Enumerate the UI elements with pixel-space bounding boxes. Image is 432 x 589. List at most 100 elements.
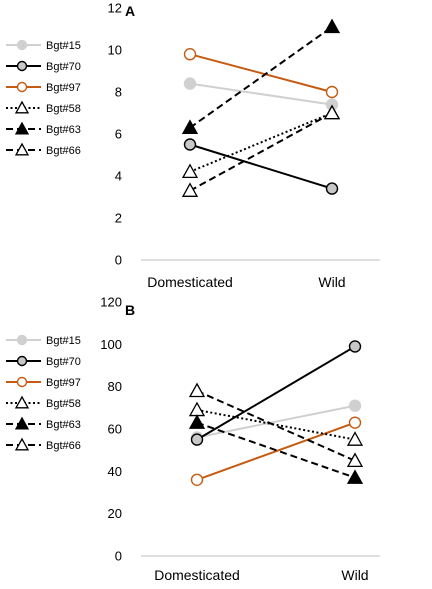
series-bgt70 — [183, 138, 339, 195]
series-line — [189, 26, 333, 129]
data-point — [188, 401, 206, 417]
legend-marker — [16, 60, 28, 72]
legend-marker — [16, 334, 28, 346]
series-bgt97 — [183, 48, 339, 99]
y-tick-label: 12 — [108, 1, 122, 16]
data-point — [183, 48, 197, 61]
legend-label: Bgt#63 — [46, 419, 81, 431]
legend-marker — [14, 437, 30, 451]
x-category-label: Domesticated — [154, 567, 240, 583]
legend-label: Bgt#58 — [46, 103, 81, 115]
data-point — [346, 452, 364, 468]
data-point — [348, 399, 362, 412]
y-tick-label: 0 — [115, 253, 122, 268]
series-bgt63 — [188, 414, 364, 484]
data-point — [190, 473, 204, 486]
data-point — [346, 469, 364, 484]
y-tick-label: 10 — [108, 43, 122, 58]
x-category-label: Wild — [341, 567, 368, 583]
data-point — [188, 382, 206, 398]
legend-entry: Bgt#58 — [6, 395, 81, 410]
legend-label: Bgt#97 — [46, 82, 81, 94]
data-point — [190, 433, 204, 446]
data-point — [188, 414, 206, 429]
series-line — [189, 53, 333, 93]
x-category-label: Domesticated — [147, 274, 233, 290]
legend-marker — [14, 142, 30, 156]
panel-a: A 0 2 4 6 8 10 12 Domesticated Wild Bgt#15 Bgt#70 Bg… — [6, 1, 380, 290]
legend-label: Bgt#66 — [46, 440, 81, 452]
y-tick-label: 6 — [115, 127, 122, 142]
data-point — [181, 182, 199, 197]
legend-label: Bgt#66 — [46, 145, 81, 157]
series-line — [196, 421, 356, 479]
series-bgt63 — [181, 18, 341, 134]
legend-label: Bgt#58 — [46, 398, 81, 410]
series-bgt70 — [190, 340, 362, 446]
data-point — [348, 340, 362, 353]
series-bgt15 — [183, 77, 339, 111]
legend-entry: Bgt#15 — [6, 334, 81, 347]
data-point — [183, 138, 197, 151]
y-tick-label: 20 — [108, 506, 122, 521]
legend-label: Bgt#70 — [46, 61, 81, 73]
legend-entry: Bgt#63 — [6, 121, 81, 136]
data-point — [346, 431, 364, 446]
legend-marker — [14, 121, 30, 135]
data-point — [183, 77, 197, 90]
legend-label: Bgt#97 — [46, 377, 81, 389]
series-line — [189, 82, 333, 106]
data-point — [181, 119, 199, 134]
legend-marker — [16, 81, 28, 93]
series-line — [196, 404, 356, 439]
data-point — [323, 18, 341, 34]
data-point — [181, 163, 199, 179]
legend-marker — [16, 355, 28, 367]
series-line — [196, 421, 356, 481]
series-line — [196, 345, 356, 441]
panel-b: B 0 20 40 60 80 100 120 Domesticated Wild Bgt#15 Bg… — [6, 295, 380, 583]
y-tick-label: 8 — [115, 85, 122, 100]
series-bgt58 — [188, 401, 364, 446]
y-tick-label: 40 — [108, 464, 122, 479]
y-tick-label: 2 — [115, 211, 122, 226]
legend-label: Bgt#15 — [46, 335, 81, 347]
data-point — [323, 104, 341, 120]
panel-label: B — [125, 302, 135, 318]
series-bgt66 — [181, 104, 341, 197]
legend-marker — [16, 376, 28, 388]
series-bgt66 — [188, 382, 364, 468]
data-point — [325, 85, 339, 99]
legend-label: Bgt#15 — [46, 40, 81, 52]
y-tick-label: 0 — [115, 549, 122, 564]
legend-label: Bgt#70 — [46, 356, 81, 368]
series-line — [189, 112, 333, 173]
y-tick-label: 60 — [108, 422, 122, 437]
series-bgt97 — [190, 416, 362, 486]
legend-entry: Bgt#97 — [6, 376, 81, 389]
y-tick-label: 120 — [100, 295, 122, 310]
legend-label: Bgt#63 — [46, 124, 81, 136]
series-line — [196, 389, 356, 462]
legend-marker — [14, 416, 30, 430]
data-point — [348, 416, 362, 429]
legend-entry: Bgt#15 — [6, 39, 81, 52]
series-line — [189, 143, 333, 190]
y-tick-label: 4 — [115, 169, 122, 184]
legend-marker — [16, 39, 28, 51]
x-category-label: Wild — [318, 274, 345, 290]
legend-entry: Bgt#70 — [6, 60, 81, 73]
y-tick-label: 100 — [100, 337, 122, 352]
legend-marker — [14, 100, 30, 114]
y-tick-label: 80 — [108, 379, 122, 394]
legend-entry: Bgt#66 — [6, 437, 81, 452]
legend-marker — [14, 395, 30, 409]
legend-entry: Bgt#63 — [6, 416, 81, 431]
legend-entry: Bgt#58 — [6, 100, 81, 115]
legend-entry: Bgt#97 — [6, 81, 81, 94]
data-point — [325, 182, 339, 195]
legend-entry: Bgt#70 — [6, 355, 81, 368]
series-line — [189, 112, 333, 192]
